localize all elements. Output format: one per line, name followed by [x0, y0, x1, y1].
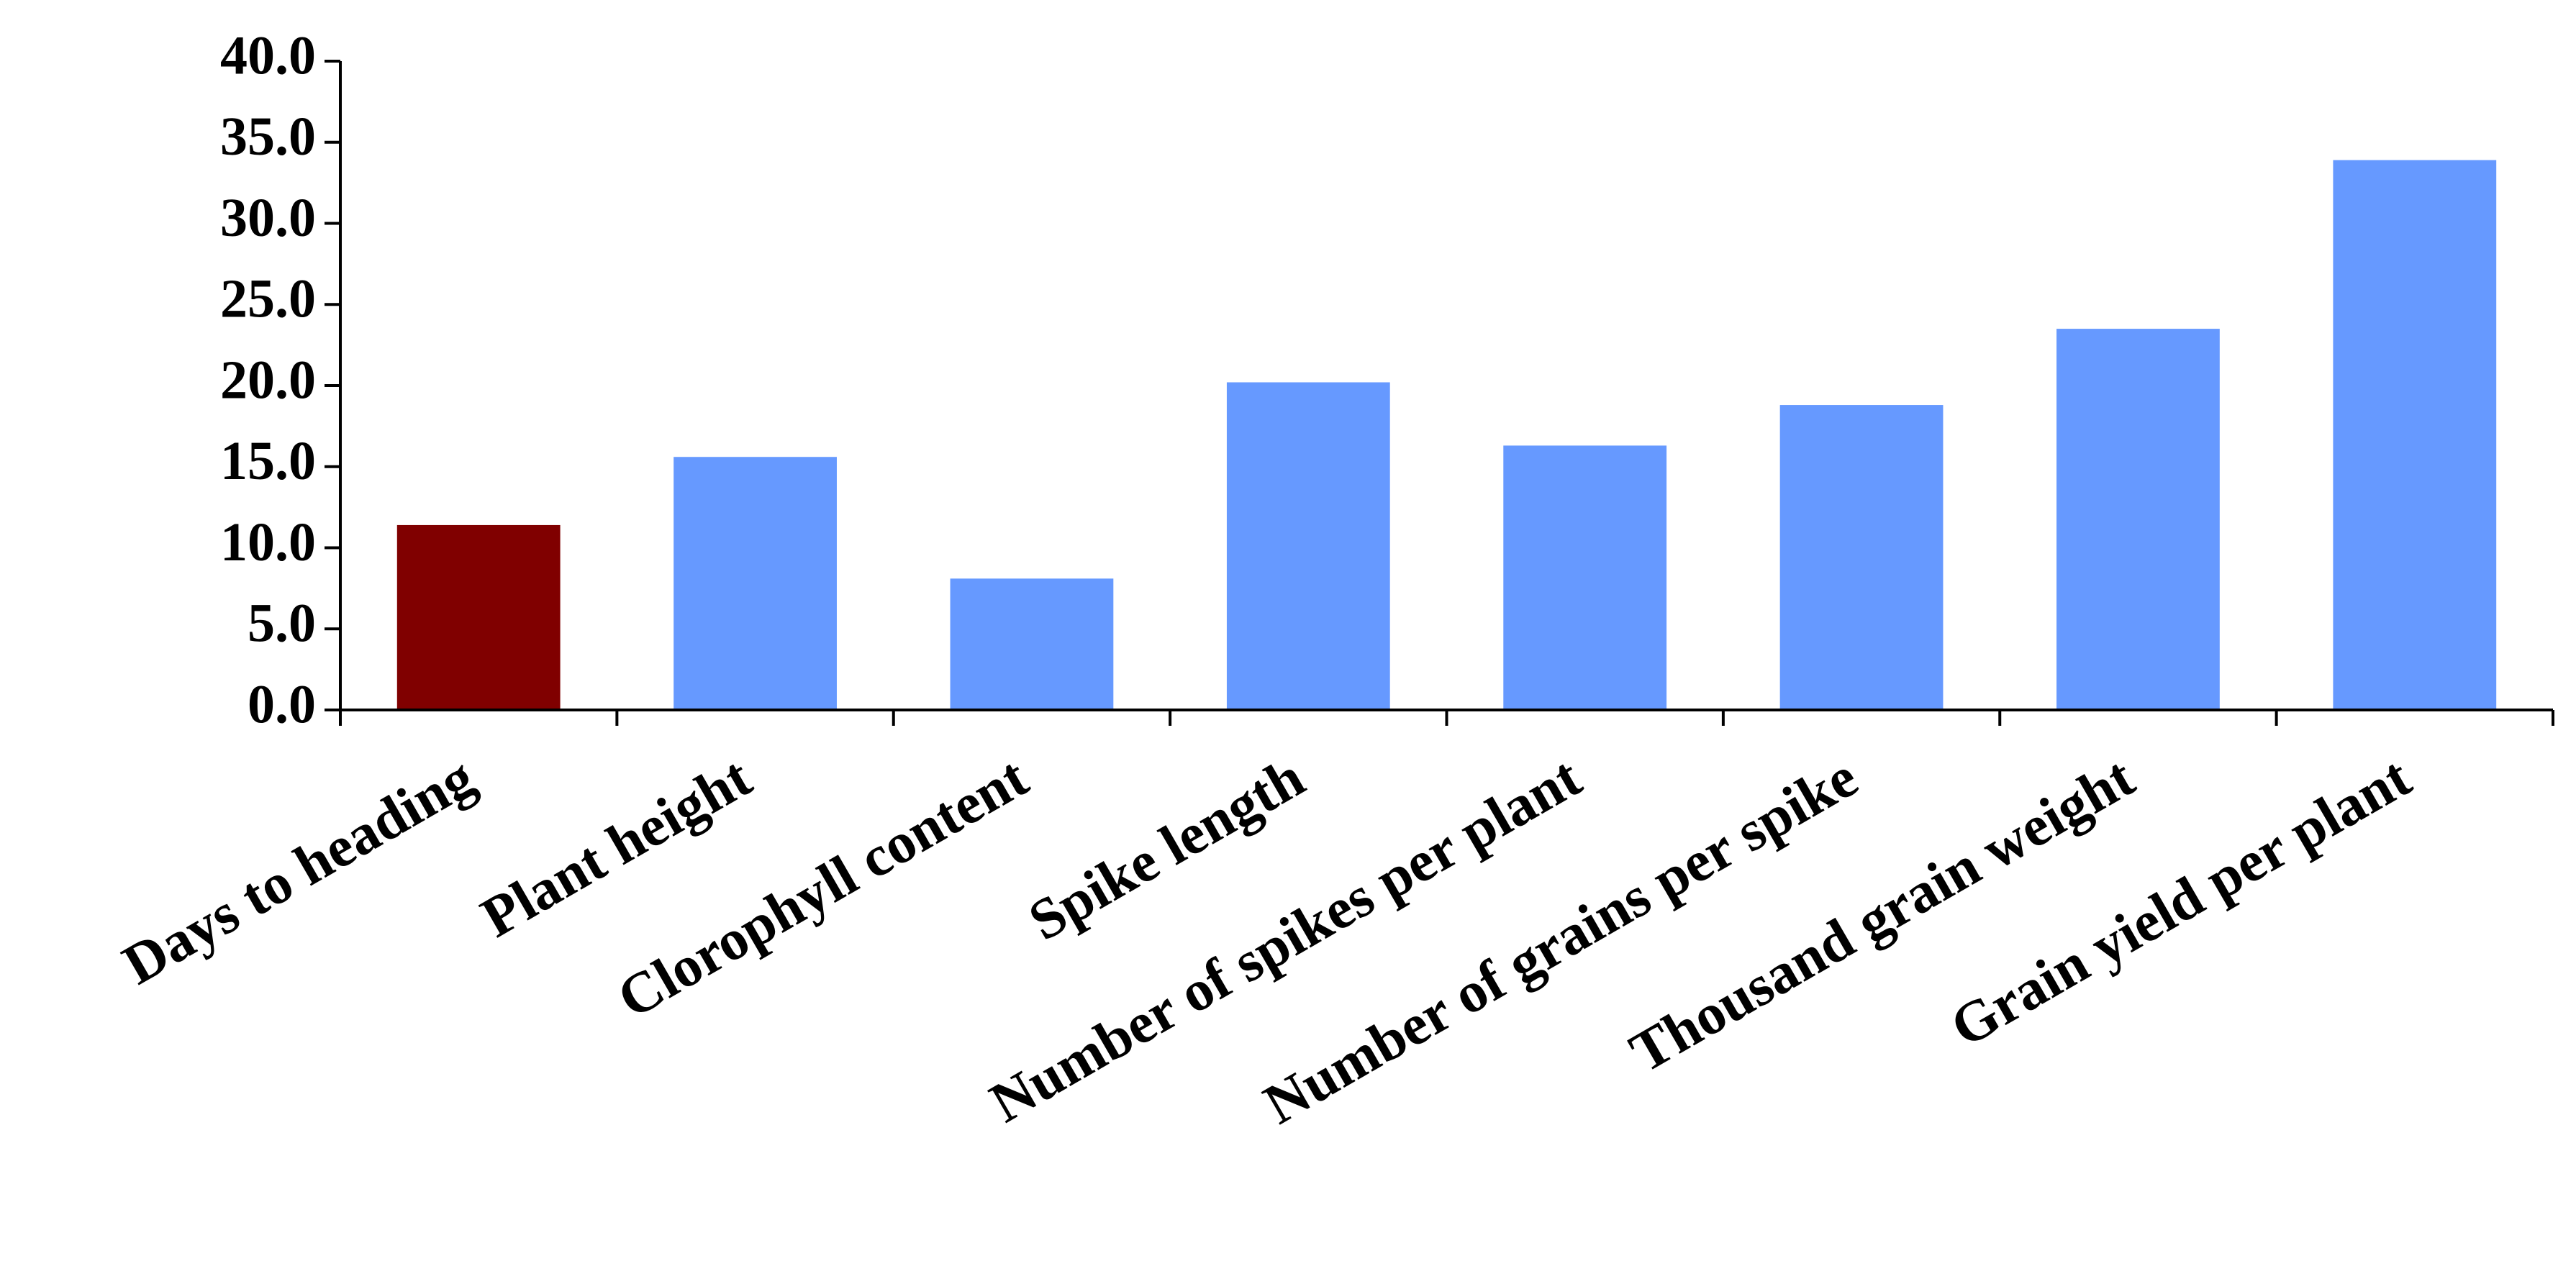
bar [950, 578, 1114, 710]
x-tick-label: Thousand grain weight [1620, 745, 2145, 1085]
y-tick-label: 0.0 [248, 674, 316, 734]
bar [2333, 160, 2497, 710]
bar [1226, 382, 1390, 710]
y-tick-label: 15.0 [220, 431, 316, 491]
x-tick-label: Grain yield per plant [1941, 745, 2422, 1060]
y-tick-label: 30.0 [220, 188, 316, 248]
y-tick-label: 10.0 [220, 512, 316, 573]
bar [396, 524, 561, 710]
y-tick-label: 40.0 [220, 25, 316, 86]
bar [2056, 329, 2220, 710]
bar [1503, 445, 1667, 710]
y-tick-label: 25.0 [220, 269, 316, 329]
y-tick-label: 20.0 [220, 350, 316, 410]
bar [674, 457, 837, 710]
x-tick-label: Days to heading [113, 745, 486, 997]
y-tick-label: 5.0 [248, 593, 316, 654]
bar [1779, 405, 1944, 710]
y-tick-label: 35.0 [220, 106, 316, 167]
